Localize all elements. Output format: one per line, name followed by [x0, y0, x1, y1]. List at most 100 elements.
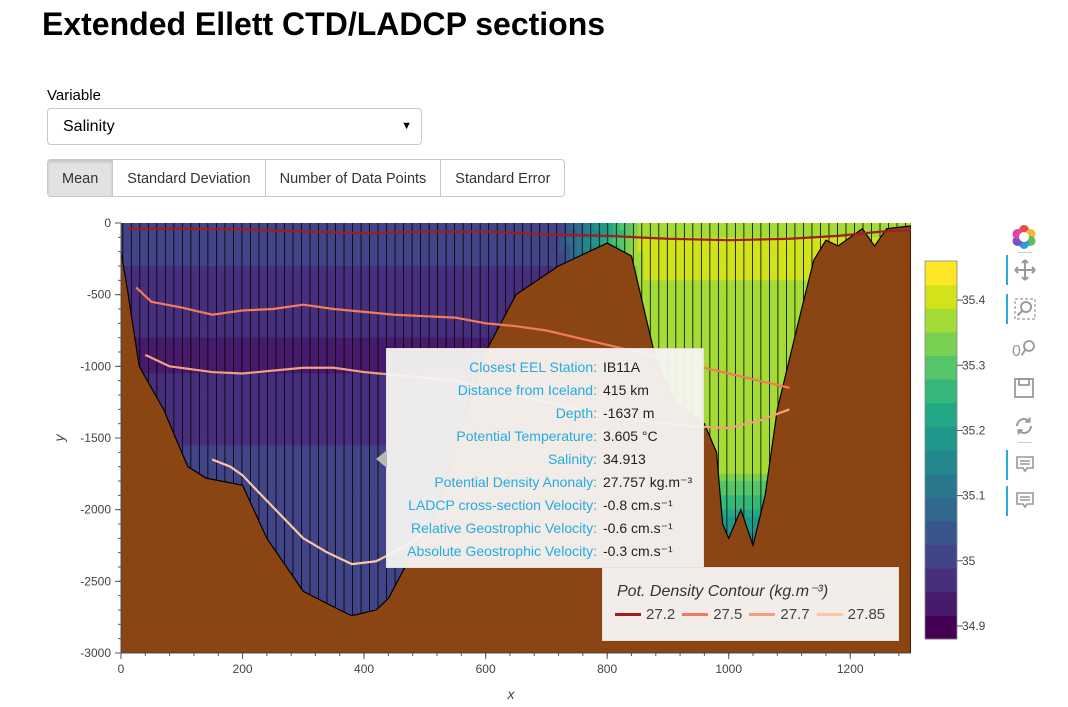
heatmap-cell: [169, 244, 177, 253]
heatmap-cell: [437, 337, 444, 346]
heatmap-cell: [309, 330, 317, 339]
heatmap-cell: [370, 567, 377, 575]
heatmap-cell: [163, 344, 171, 353]
heatmap-cell: [175, 366, 183, 375]
heatmap-cell: [370, 337, 377, 346]
heatmap-cell: [394, 230, 402, 238]
number-of-data-points-button[interactable]: Number of Data Points: [266, 160, 442, 196]
heatmap-cell: [260, 502, 268, 511]
heatmap-cell: [321, 395, 329, 403]
heatmap-cell: [607, 223, 614, 231]
heatmap-cell: [248, 387, 256, 396]
heatmap-cell: [509, 280, 517, 289]
heatmap-cell: [121, 237, 128, 246]
heatmap-cell: [206, 402, 213, 410]
heatmap-cell: [200, 373, 207, 382]
heatmap-cell: [479, 258, 487, 267]
heatmap-cell: [321, 251, 329, 260]
heatmap-cell: [449, 258, 456, 267]
heatmap-cell: [394, 323, 402, 332]
heatmap-cell: [236, 452, 244, 461]
heatmap-cell: [333, 509, 341, 518]
heatmap-cell: [151, 223, 159, 231]
heatmap-cell: [279, 237, 286, 246]
heatmap-cell: [351, 459, 359, 468]
heatmap-cell: [333, 473, 341, 482]
heatmap-cell: [303, 337, 310, 346]
heatmap-cell: [516, 244, 523, 253]
heatmap-cell: [333, 244, 341, 253]
heatmap-cell: [200, 438, 207, 446]
heatmap-cell: [291, 337, 298, 346]
heatmap-cell: [224, 352, 231, 360]
heatmap-cell: [266, 330, 274, 339]
heatmap-cell: [339, 588, 347, 597]
heatmap-cell: [364, 337, 371, 346]
standard-deviation-button[interactable]: Standard Deviation: [113, 160, 266, 196]
heatmap-cell: [382, 430, 389, 439]
heatmap-cell: [139, 266, 146, 274]
heatmap-cell: [418, 323, 426, 332]
heatmap-cell: [345, 416, 353, 425]
heatmap-cell: [309, 323, 317, 332]
heatmap-cell: [133, 280, 140, 289]
standard-error-button[interactable]: Standard Error: [455, 171, 551, 187]
heatmap-cell: [461, 330, 468, 339]
heatmap-cell: [297, 230, 304, 238]
heatmap-cell: [175, 244, 183, 253]
heatmap-cell: [430, 330, 438, 339]
heatmap-cell: [260, 402, 268, 410]
heatmap-cell: [309, 344, 317, 353]
heatmap-cell: [139, 352, 146, 360]
heatmap-cell: [236, 409, 244, 418]
heatmap-cell: [364, 251, 371, 260]
heatmap-cell: [364, 359, 371, 367]
heatmap-cell: [370, 516, 377, 525]
heatmap-cell: [437, 251, 444, 260]
heatmap-cell: [200, 316, 207, 324]
heatmap-cell: [175, 273, 183, 281]
variable-select[interactable]: Salinity ▼: [47, 108, 422, 145]
heatmap-cell: [139, 294, 146, 303]
heatmap-cell: [242, 237, 250, 246]
heatmap-cell: [297, 567, 304, 575]
heatmap-cell: [260, 280, 268, 289]
heatmap-cell: [181, 337, 189, 346]
heatmap-cell: [376, 273, 383, 281]
mean-button[interactable]: Mean: [48, 160, 114, 196]
heatmap-cell: [297, 459, 304, 468]
heatmap-cell: [345, 359, 353, 367]
heatmap-cell: [297, 509, 304, 518]
heatmap-cell: [157, 301, 165, 310]
heatmap-cell: [133, 330, 140, 339]
heatmap-cell: [266, 323, 274, 332]
heatmap-cell: [175, 373, 183, 382]
heatmap-cell: [382, 251, 389, 260]
heatmap-cell: [321, 373, 329, 382]
heatmap-cell: [242, 273, 250, 281]
heatmap-cell: [224, 258, 231, 267]
heatmap-cell: [461, 287, 468, 296]
heatmap-cell: [370, 237, 377, 246]
heatmap-cell: [285, 538, 292, 547]
heatmap-cell: [266, 430, 274, 439]
heatmap-cell: [345, 223, 353, 231]
heatmap-cell: [382, 445, 389, 453]
heatmap-cell: [321, 301, 329, 310]
heatmap-cell: [212, 373, 219, 382]
heatmap-cell: [430, 280, 438, 289]
heatmap-cell: [297, 545, 304, 554]
heatmap-cell: [351, 588, 359, 597]
heatmap-cell: [370, 588, 377, 597]
heatmap-cell: [193, 352, 201, 360]
heatmap-cell: [297, 359, 304, 367]
heatmap-cell: [376, 266, 383, 274]
heatmap-cell: [254, 502, 262, 511]
heatmap-cell: [279, 266, 286, 274]
heatmap-cell: [437, 316, 444, 324]
heatmap-cell: [224, 473, 231, 482]
heatmap-cell: [449, 337, 456, 346]
heatmap-cell: [461, 301, 468, 310]
heatmap-cell: [242, 316, 250, 324]
heatmap-cell: [564, 237, 572, 246]
